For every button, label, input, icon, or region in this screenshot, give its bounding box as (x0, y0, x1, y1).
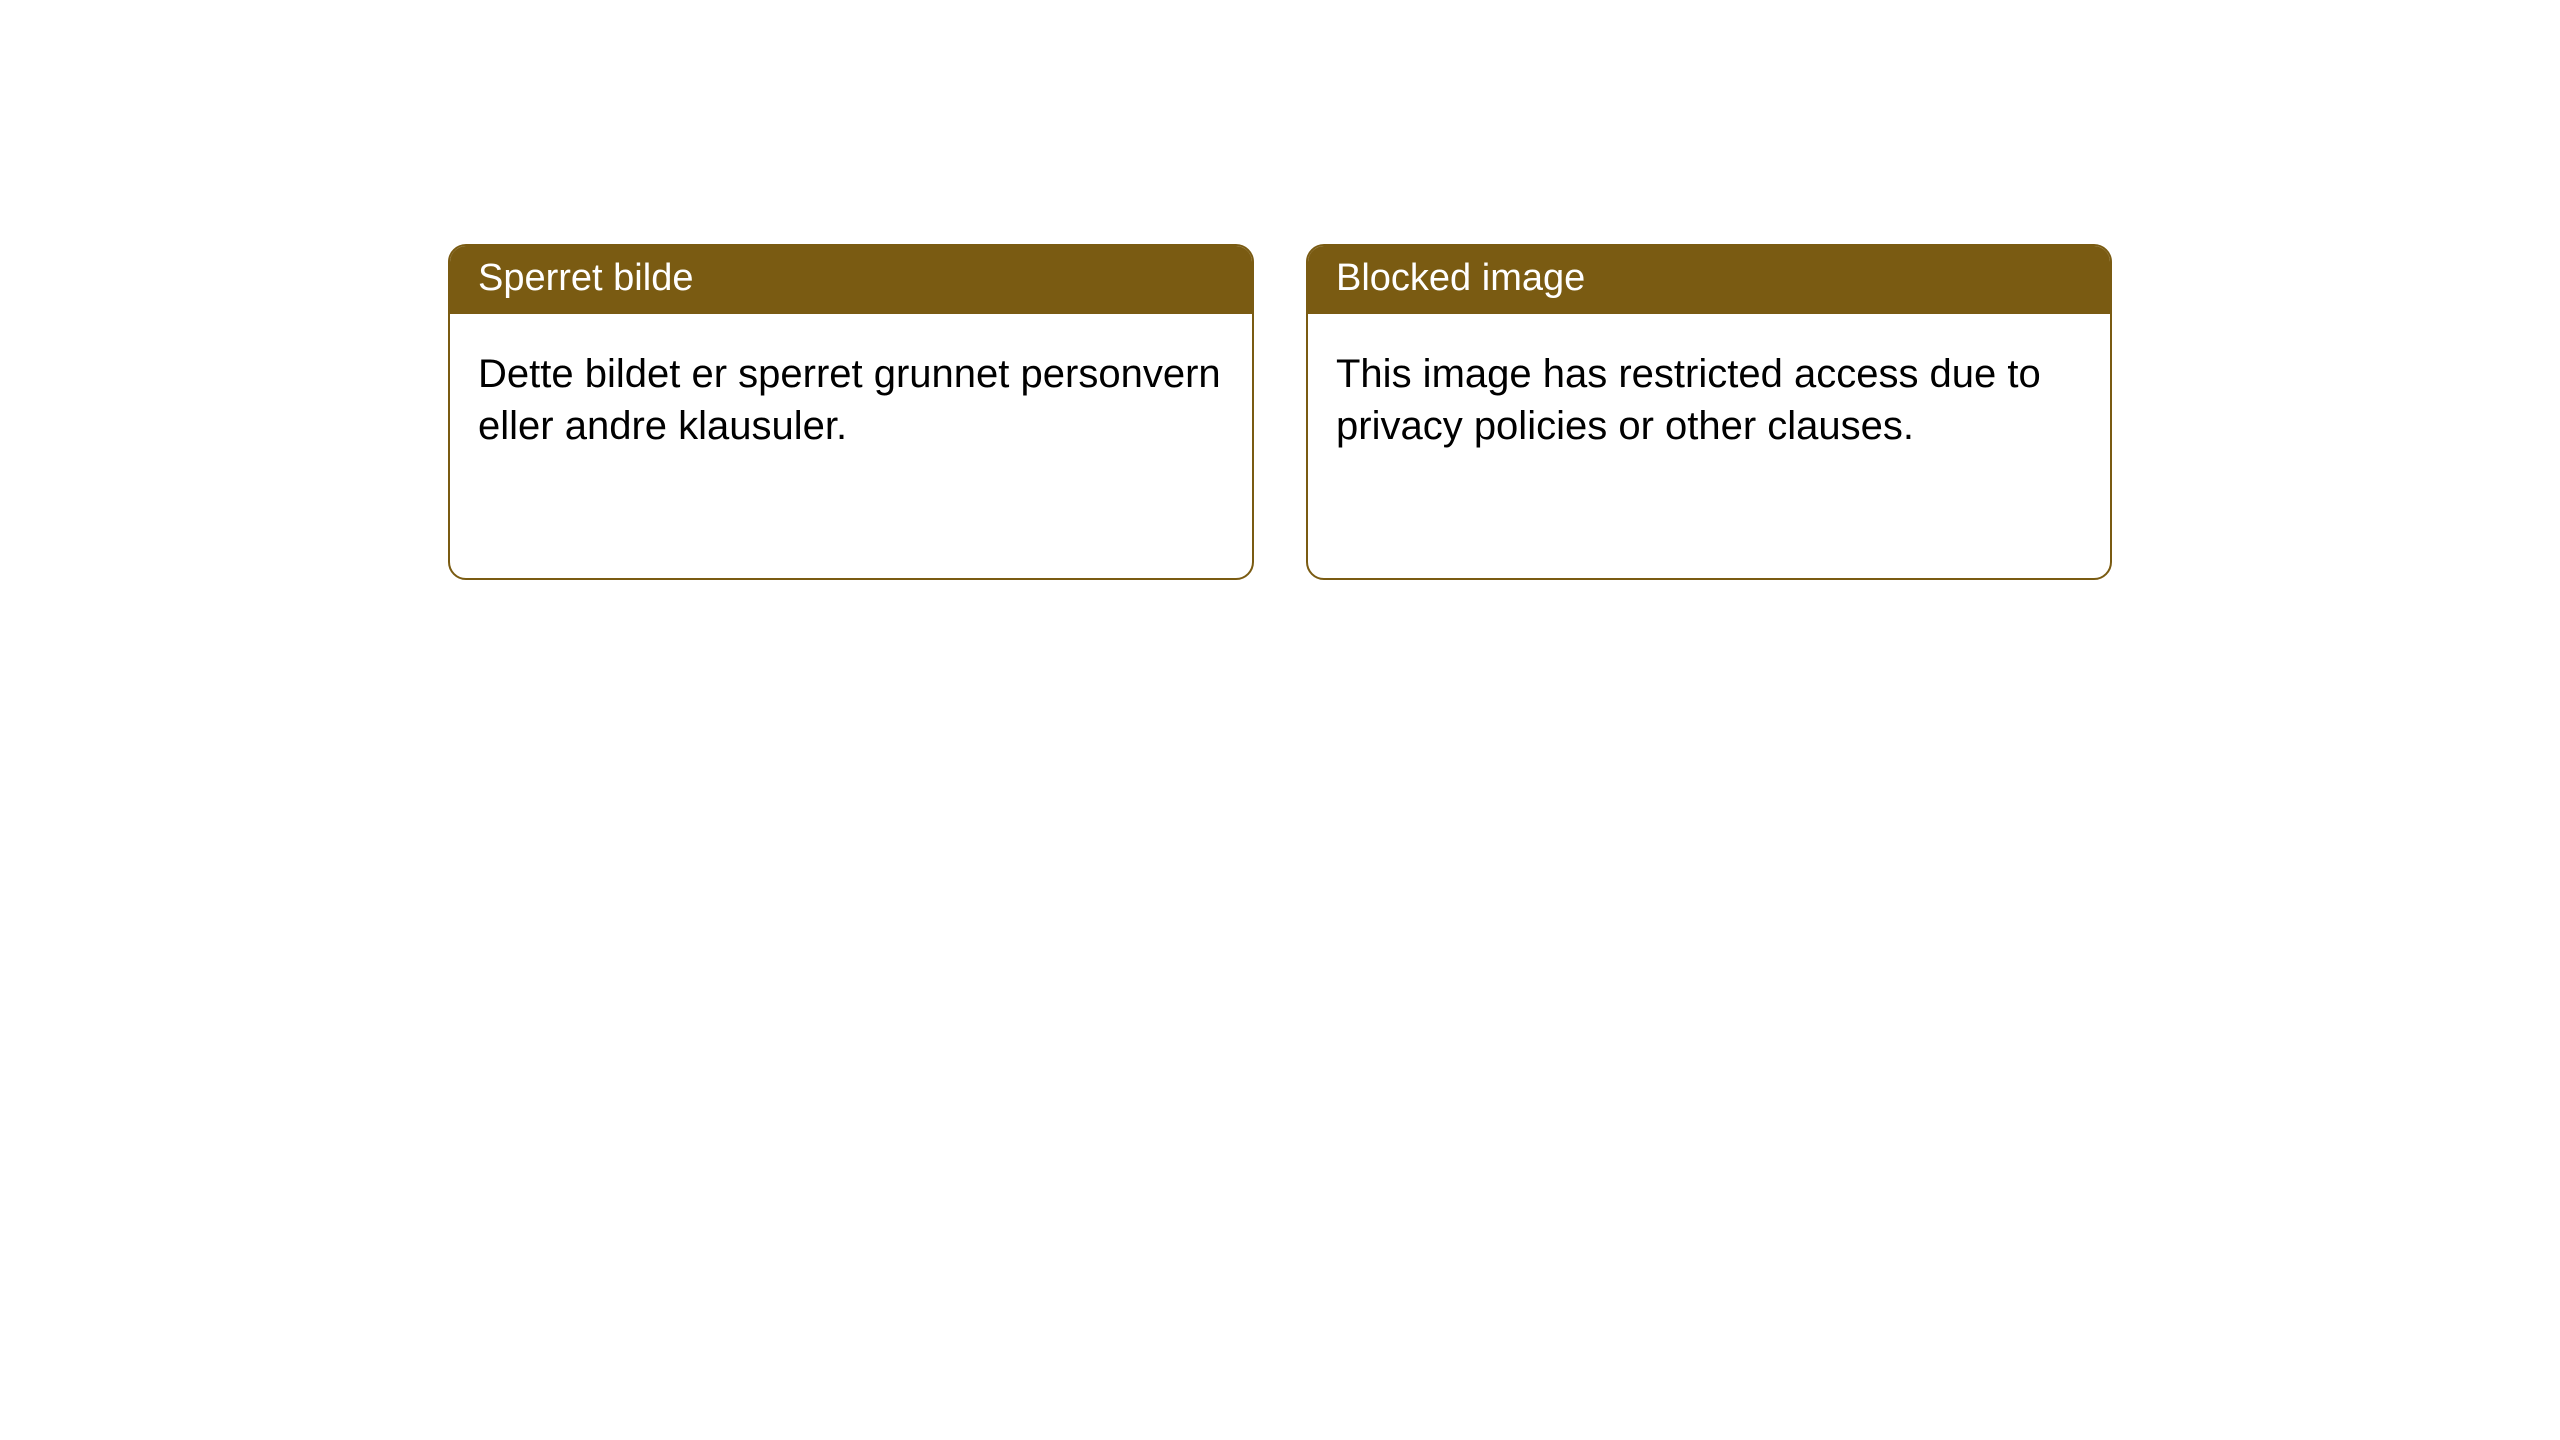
notice-card-title: Sperret bilde (450, 246, 1252, 314)
notice-card-body: Dette bildet er sperret grunnet personve… (450, 314, 1252, 486)
notice-container: Sperret bilde Dette bildet er sperret gr… (0, 0, 2560, 580)
notice-card-body: This image has restricted access due to … (1308, 314, 2110, 486)
notice-card-norwegian: Sperret bilde Dette bildet er sperret gr… (448, 244, 1254, 580)
notice-card-title: Blocked image (1308, 246, 2110, 314)
notice-card-english: Blocked image This image has restricted … (1306, 244, 2112, 580)
